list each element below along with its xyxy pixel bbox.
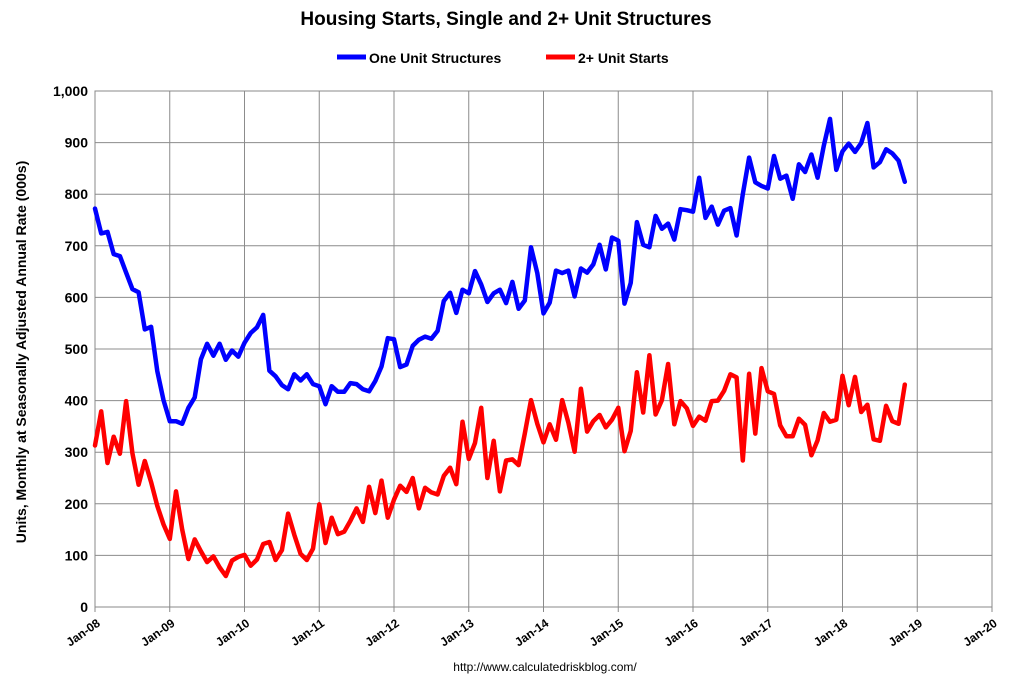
legend: One Unit Structures 2+ Unit Starts: [337, 50, 669, 66]
y-axis-ticks: 0 100 200 300 400 500 600 700 800 900 1,000: [53, 83, 88, 615]
y-tick-label: 600: [65, 289, 89, 305]
gridlines: [94, 90, 993, 608]
y-axis-label: Units, Monthly at Seasonally Adjusted An…: [13, 161, 29, 543]
series-line-one-unit: [92, 116, 908, 427]
y-tick-label: 200: [65, 496, 89, 512]
y-tick-label: 100: [65, 547, 89, 563]
y-tick-label: 700: [65, 238, 89, 254]
series-line-multi-unit: [92, 352, 908, 579]
y-tick-label: 900: [65, 135, 89, 151]
series-lines: [92, 116, 908, 579]
y-tick-label: 800: [65, 186, 89, 202]
y-tick-label: 400: [65, 393, 89, 409]
legend-label-one-unit: One Unit Structures: [369, 50, 501, 66]
chart-title: Housing Starts, Single and 2+ Unit Struc…: [300, 9, 711, 30]
y-tick-label: 500: [65, 341, 89, 357]
legend-label-multi-unit: 2+ Unit Starts: [578, 50, 669, 66]
source-url: http://www.calculatedriskblog.com/: [453, 660, 637, 674]
y-tick-label: 1,000: [53, 83, 88, 99]
y-tick-label: 300: [65, 444, 89, 460]
y-tick-label: 0: [80, 599, 88, 615]
